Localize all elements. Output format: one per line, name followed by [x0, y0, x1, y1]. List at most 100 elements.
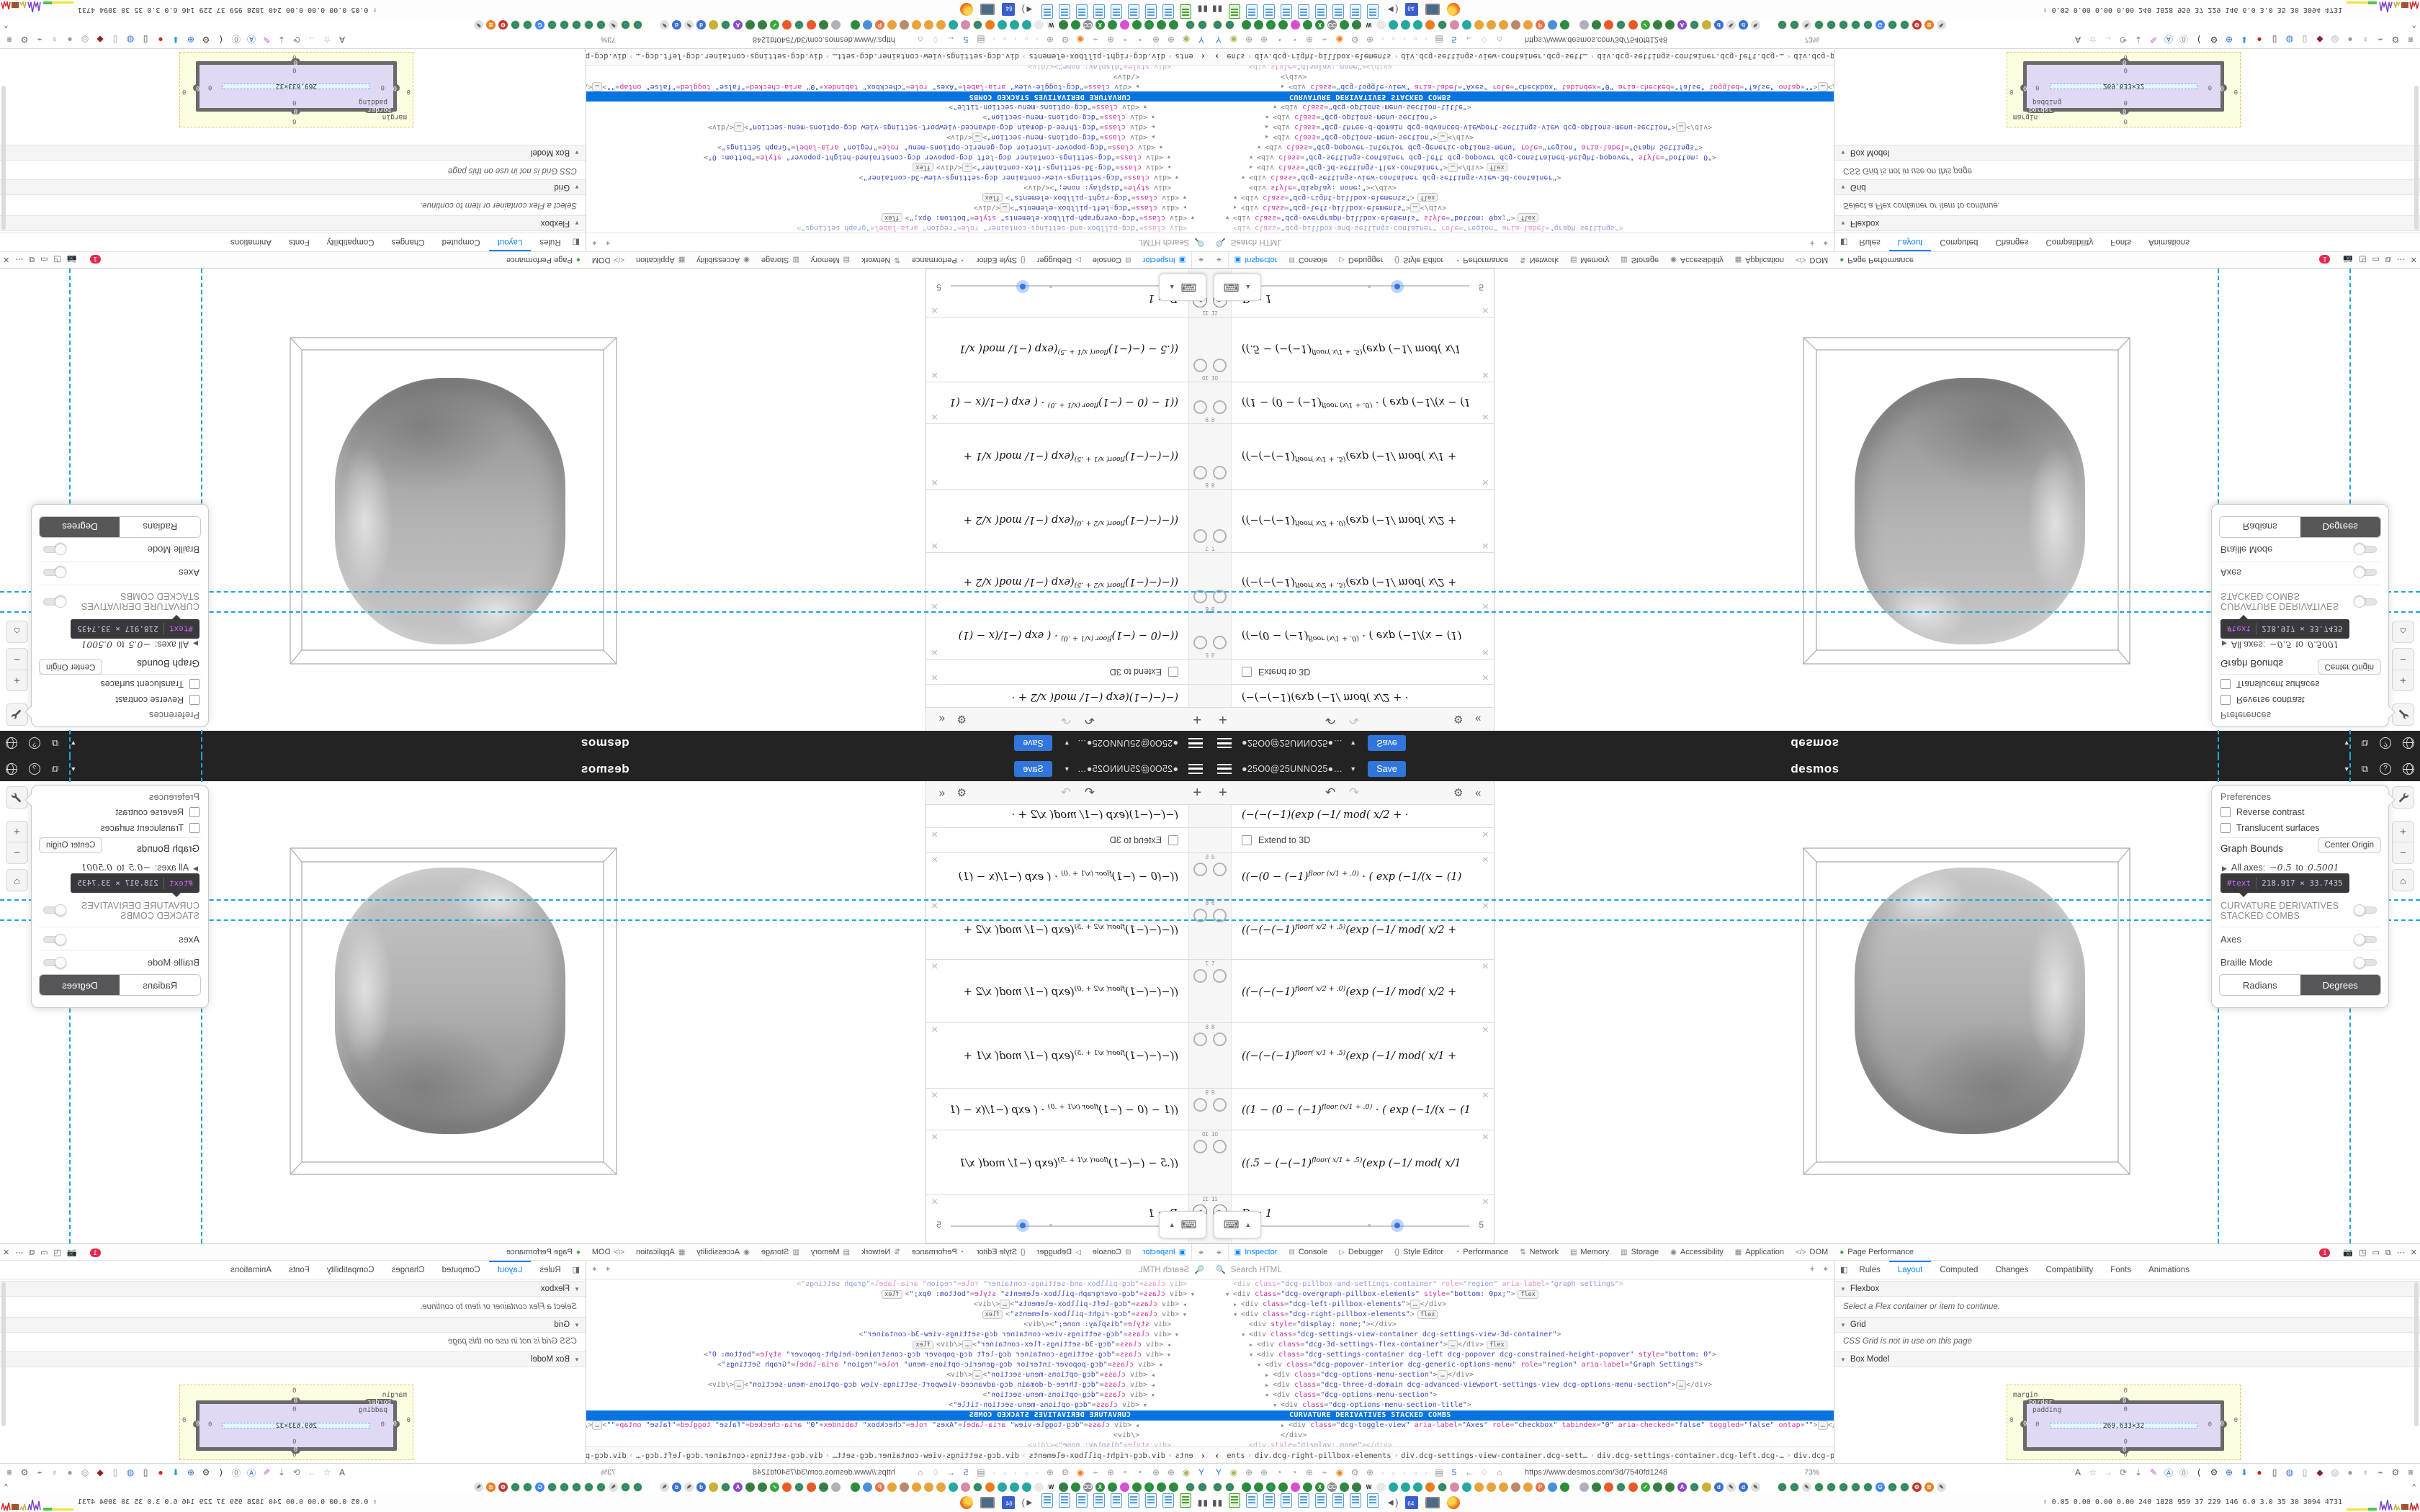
bookmark-favicon[interactable]: ✎: [1802, 1482, 1811, 1492]
toolbar-action-icon[interactable]: ⚙: [2210, 35, 2218, 45]
bookmark-favicon[interactable]: [1604, 20, 1613, 30]
tree-node-row[interactable]: ▼<div class="dcg-right-pillbox-elements"…: [1210, 192, 1834, 202]
tree-node-row[interactable]: ▶<div class="dcg-toggle-view" aria-label…: [1281, 1421, 1834, 1430]
bookmark-favicon[interactable]: [912, 20, 921, 30]
bookmark-favicon[interactable]: G: [633, 1482, 642, 1492]
taskbar-window-icon[interactable]: [1229, 4, 1241, 19]
bookmark-favicon[interactable]: ✎: [1751, 20, 1760, 30]
expression-row[interactable]: 5 × ((−(0 − (−1)floor (x/1 + .0) · ( exp (…: [926, 613, 1210, 659]
bookmark-favicon[interactable]: [1242, 20, 1251, 30]
toolbar-extension-icon[interactable]: ◉: [1229, 1467, 1238, 1477]
toolbar-extension-icon[interactable]: ⌁: [1093, 1467, 1098, 1477]
bookmark-favicon[interactable]: [1628, 20, 1638, 30]
devtools-tab-debugger[interactable]: ▷ Debugger: [1333, 1244, 1389, 1260]
axes-min-field[interactable]: −0.5: [2269, 862, 2292, 873]
twisty-icon[interactable]: ▶: [1265, 1372, 1269, 1378]
toolbar-action-icon[interactable]: ⚙: [20, 35, 29, 45]
plot-toggle-circle[interactable]: [1213, 466, 1227, 480]
bookmark-favicon[interactable]: G: [1438, 20, 1447, 30]
bookmark-favicon[interactable]: ✎: [1726, 20, 1736, 30]
all-axes-row[interactable]: ▶ All axes: −0.5 to 0.5001: [81, 639, 198, 650]
tree-node-row[interactable]: ▶<div class="dcg-3d-settings-flex-contai…: [586, 1340, 1210, 1350]
speaker-icon[interactable]: ◄): [1386, 1497, 1399, 1508]
twisty-icon[interactable]: ▼: [1151, 114, 1155, 120]
bookmark-favicon[interactable]: G: [1778, 1482, 1787, 1492]
sidebar-scrollbar[interactable]: [1, 1282, 6, 1426]
tree-node-row[interactable]: ▶<div class="dcg-options-menu-section">……: [1265, 1370, 1474, 1380]
toolbar-action-icon[interactable]: ⟨: [2197, 35, 2201, 45]
toolbar-extension-icon[interactable]: ◔: [1291, 1467, 1297, 1477]
bookmark-favicon[interactable]: [900, 20, 909, 30]
bookmark-favicon[interactable]: X: [1315, 1482, 1325, 1492]
speaker-icon[interactable]: ◄): [1386, 4, 1399, 15]
devtools-tab-network[interactable]: ⇅ Network: [1514, 252, 1564, 268]
bookmark-favicon[interactable]: [1169, 1482, 1178, 1492]
show-keypad-button[interactable]: ⌨ ▲: [1159, 1211, 1206, 1238]
tree-node-row[interactable]: ▼<div class="dcg-popover-interior dcg-ge…: [1258, 1361, 1703, 1369]
expression-row[interactable]: 7 × ((−(−(−1)floor( x/2 + .0)(exp (−1/ mod…: [926, 489, 1210, 552]
bookmark-favicon[interactable]: [936, 20, 946, 30]
twisty-icon[interactable]: ▶: [1281, 84, 1285, 89]
checkbox-icon[interactable]: [189, 695, 200, 705]
bookmark-favicon[interactable]: ≣: [486, 1482, 496, 1492]
collapse-panel-button[interactable]: «: [1475, 713, 1482, 726]
bookmark-favicon[interactable]: G: [1851, 20, 1860, 30]
toolbar-action-icon[interactable]: ◎: [81, 1467, 89, 1477]
toolbar-action-icon[interactable]: ☆: [2089, 1467, 2097, 1477]
firefox-taskbar-icon[interactable]: [1447, 1495, 1461, 1509]
delete-expression-icon[interactable]: ×: [931, 476, 938, 488]
delete-expression-icon[interactable]: ×: [1482, 900, 1489, 912]
toolbar-action-icon[interactable]: ◍: [126, 35, 135, 45]
twisty-icon[interactable]: ▶: [1234, 204, 1237, 210]
selected-node-row[interactable]: CURVATURE DERIVATIVES STACKED COMBS: [1210, 91, 1834, 102]
url-text[interactable]: https://www.desmos.com/3d/7540fd1248: [752, 1468, 895, 1477]
toolbar-action-icon[interactable]: ⌁: [2378, 35, 2383, 45]
expression-math[interactable]: ((−(−(−1)floor( x/2 + .0)(exp (−1/ mod( …: [963, 514, 1178, 528]
sidebar-toggle-icon[interactable]: ◧: [1840, 238, 1848, 246]
bookmark-favicon[interactable]: [709, 20, 718, 30]
bookmark-favicon[interactable]: X: [1095, 20, 1105, 30]
toolbar-action-icon[interactable]: A: [2074, 1467, 2081, 1477]
toolbar-extension-icon[interactable]: ◦: [992, 1469, 995, 1477]
toolbar-action-icon[interactable]: ▯: [143, 35, 148, 45]
bookmark-favicon[interactable]: [1120, 20, 1129, 30]
bookmark-favicon[interactable]: G: [1814, 20, 1824, 30]
bookmark-favicon[interactable]: G: [1225, 20, 1234, 30]
toolbar-action-icon[interactable]: ⇣: [2134, 35, 2143, 45]
twisty-icon[interactable]: ▼: [1167, 154, 1170, 160]
floppy-app-icon[interactable]: [1405, 1495, 1419, 1509]
zoom-out-button[interactable]: −: [2400, 653, 2406, 665]
taskbar-window-icon[interactable]: [1127, 1493, 1139, 1508]
collapse-header-caret-icon[interactable]: ▼: [70, 739, 77, 747]
expression-math[interactable]: ((.5 − (−(−1)floor( x/1 + .5)(exp (−1/ m…: [959, 1156, 1178, 1169]
toolbar-action-icon[interactable]: ⇣: [2134, 1467, 2143, 1477]
twisty-icon[interactable]: ▶: [1167, 1342, 1170, 1348]
bookmark-favicon[interactable]: G: [572, 20, 581, 30]
floppy-app-icon[interactable]: [1001, 3, 1015, 17]
toolbar-action-icon[interactable]: ⚙: [202, 1467, 210, 1477]
expression-row[interactable]: 6 × ((−(−(−1)floor( x/2 + .5)(exp (−1/ mod…: [926, 552, 1210, 613]
toolbar-extension-icon[interactable]: ▤: [1435, 35, 1443, 45]
tree-node-row[interactable]: ▼<div class="dcg-right-pillbox-elements"…: [1210, 1310, 1834, 1320]
language-globe-icon[interactable]: [6, 762, 17, 775]
bookmark-favicon[interactable]: [709, 1482, 718, 1492]
devtools-tab-style-editor[interactable]: {} Style Editor: [971, 252, 1031, 268]
twisty-icon[interactable]: ▼: [1234, 1312, 1237, 1318]
bookmark-favicon[interactable]: G: [1225, 1482, 1234, 1492]
bookmark-favicon[interactable]: G: [1888, 1482, 1897, 1492]
boxmodel-section-header[interactable]: ▼ Box Model: [0, 145, 586, 161]
devtools-tab-style-editor[interactable]: {} Style Editor: [1389, 252, 1449, 268]
tree-node-row[interactable]: ▼<div class="dcg-settings-container dcg-…: [1250, 1351, 1717, 1359]
undo-button[interactable]: ↶: [1325, 786, 1336, 799]
zoom-level-badge[interactable]: 73%: [1804, 35, 1820, 44]
bookmark-favicon[interactable]: ✎: [684, 20, 694, 30]
devtools-tab-storage[interactable]: ▥ Storage: [1615, 252, 1664, 268]
toolbar-action-icon[interactable]: ⌁: [37, 1467, 42, 1477]
devtools-tab-console[interactable]: ⊟ Console: [1283, 252, 1333, 268]
toolbar-extension-icon[interactable]: ⌂: [918, 1467, 923, 1477]
expression-row[interactable]: 7 × ((−(−(−1)floor( x/2 + .0)(exp (−1/ mod…: [1210, 489, 1494, 552]
section-toggle[interactable]: [42, 596, 66, 608]
toolbar-action-icon[interactable]: ⟳: [292, 1467, 301, 1477]
devtools-tab-memory[interactable]: ▤ Memory: [805, 252, 856, 268]
search-action-icon[interactable]: +: [605, 238, 611, 247]
